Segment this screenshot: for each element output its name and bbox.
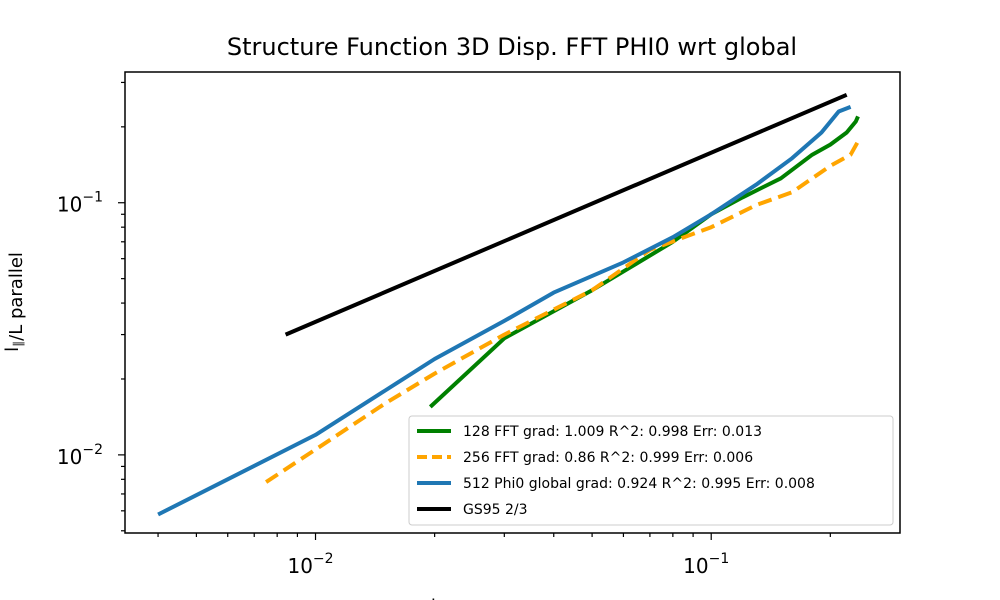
legend-entry: 256 FFT grad: 0.86 R^2: 0.999 Err: 0.006 <box>463 450 753 466</box>
series-line-3 <box>157 105 852 517</box>
legend-box <box>408 415 894 526</box>
y-axis-label: l∥/L parallel <box>2 252 27 352</box>
chart-title: Structure Function 3D Disp. FFT PHI0 wrt… <box>227 33 797 61</box>
legend-entry: 128 FFT grad: 1.009 R^2: 0.998 Err: 0.01… <box>463 424 762 440</box>
axis-ticks: 10−2 10−1 10−2 10−1 <box>57 81 831 578</box>
y-tick-label: 10−2 <box>57 442 103 469</box>
x-axis-label: l⊥/L perpendicular <box>431 596 594 600</box>
y-tick-label: 10−1 <box>57 190 103 217</box>
x-tick-label: 10−1 <box>683 551 729 578</box>
series-line-4 <box>284 92 848 337</box>
x-tick-label: 10−2 <box>287 551 333 578</box>
legend-entry: GS95 2/3 <box>463 502 528 518</box>
series-line-1 <box>428 115 860 409</box>
plot-area <box>157 92 860 517</box>
legend-entry: 512 Phi0 global grad: 0.924 R^2: 0.995 E… <box>463 476 815 492</box>
legend: 128 FFT grad: 1.009 R^2: 0.998 Err: 0.01… <box>408 415 894 526</box>
